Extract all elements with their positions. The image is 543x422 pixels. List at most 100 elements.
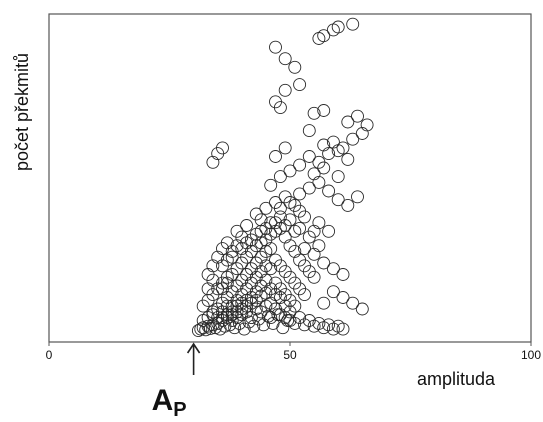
data-point — [259, 221, 273, 235]
data-point — [220, 236, 234, 250]
data-point — [276, 321, 290, 335]
data-point — [312, 175, 326, 189]
data-point — [264, 242, 278, 256]
data-point — [346, 17, 360, 31]
x-axis-ticks: 0 50 100 — [46, 342, 541, 362]
ap-label-subscript: P — [173, 399, 186, 417]
data-point — [288, 299, 302, 313]
data-point — [288, 244, 302, 258]
data-point — [317, 104, 331, 117]
data-point — [240, 219, 254, 232]
data-point — [336, 322, 350, 336]
data-point — [331, 20, 345, 34]
data-point — [346, 296, 360, 310]
x-tick-label: 50 — [283, 348, 297, 362]
data-point — [341, 198, 355, 212]
data-point — [293, 158, 307, 172]
data-point — [244, 311, 258, 325]
data-point — [194, 322, 208, 336]
data-point — [317, 138, 331, 152]
data-point — [264, 311, 278, 325]
data-point — [293, 311, 307, 325]
data-point — [240, 236, 254, 250]
data-point — [273, 101, 287, 115]
data-point — [312, 239, 326, 253]
data-point — [220, 276, 234, 290]
data-point — [278, 141, 292, 155]
data-point — [312, 316, 326, 330]
data-point — [307, 167, 321, 181]
data-point — [293, 78, 307, 92]
data-point — [302, 150, 316, 163]
data-point — [278, 219, 292, 232]
data-point — [288, 224, 302, 238]
data-point — [312, 155, 326, 169]
data-point — [298, 210, 311, 224]
data-point — [259, 299, 273, 313]
data-point — [220, 270, 234, 284]
data-point — [341, 152, 355, 166]
data-point — [326, 262, 340, 276]
x-axis-label: amplituda — [417, 369, 496, 389]
data-point — [326, 135, 340, 149]
data-point — [307, 106, 321, 120]
data-point — [249, 227, 263, 241]
data-point — [307, 224, 321, 238]
data-point — [346, 132, 360, 146]
data-point — [322, 318, 336, 332]
data-point — [273, 170, 287, 184]
data-point — [230, 239, 244, 253]
data-point — [288, 198, 302, 212]
data-point — [271, 308, 285, 322]
data-point — [278, 83, 292, 97]
data-point — [228, 321, 242, 335]
points-layer — [191, 17, 374, 338]
data-point — [322, 184, 336, 198]
data-point — [278, 52, 292, 66]
data-point — [341, 115, 355, 129]
data-point — [331, 170, 345, 184]
data-point — [269, 216, 282, 230]
data-point — [211, 250, 225, 264]
data-point — [269, 196, 282, 209]
data-point — [351, 190, 364, 204]
x-tick-label: 100 — [521, 348, 541, 362]
data-point — [278, 190, 292, 204]
data-point — [312, 216, 326, 230]
data-point — [206, 259, 220, 273]
data-point — [336, 268, 350, 281]
data-point — [283, 314, 297, 327]
data-point — [317, 256, 331, 270]
data-point — [216, 311, 229, 325]
data-point — [336, 291, 350, 304]
y-axis-label: počet překmitů — [12, 53, 32, 171]
data-point — [237, 322, 251, 336]
data-point — [259, 201, 273, 215]
data-point — [288, 60, 302, 74]
data-point — [216, 141, 229, 155]
data-point — [326, 285, 340, 299]
data-point — [206, 155, 220, 169]
data-point — [355, 127, 369, 140]
data-point — [249, 207, 263, 221]
ap-label-main: A — [152, 384, 174, 417]
data-point — [204, 321, 217, 335]
ap-label: AP — [152, 384, 187, 417]
data-point — [206, 273, 220, 287]
data-point — [247, 319, 261, 333]
x-tick-label: 0 — [46, 348, 53, 362]
data-point — [355, 302, 369, 316]
data-point — [317, 29, 331, 43]
data-point — [283, 164, 297, 178]
data-point — [302, 124, 316, 138]
data-point — [302, 181, 316, 195]
data-point — [199, 323, 213, 337]
data-point — [298, 318, 311, 332]
data-point — [264, 262, 278, 276]
data-point — [351, 109, 364, 123]
data-point — [269, 40, 282, 54]
ap-arrow-head — [186, 342, 201, 354]
data-point — [322, 147, 336, 161]
data-point — [264, 178, 278, 192]
